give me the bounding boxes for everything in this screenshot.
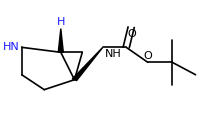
Text: O: O: [143, 51, 152, 61]
Text: NH: NH: [105, 49, 121, 59]
Text: O: O: [128, 29, 136, 39]
Polygon shape: [58, 29, 63, 52]
Text: HN: HN: [3, 42, 20, 52]
Polygon shape: [72, 47, 103, 81]
Text: H: H: [57, 17, 65, 27]
